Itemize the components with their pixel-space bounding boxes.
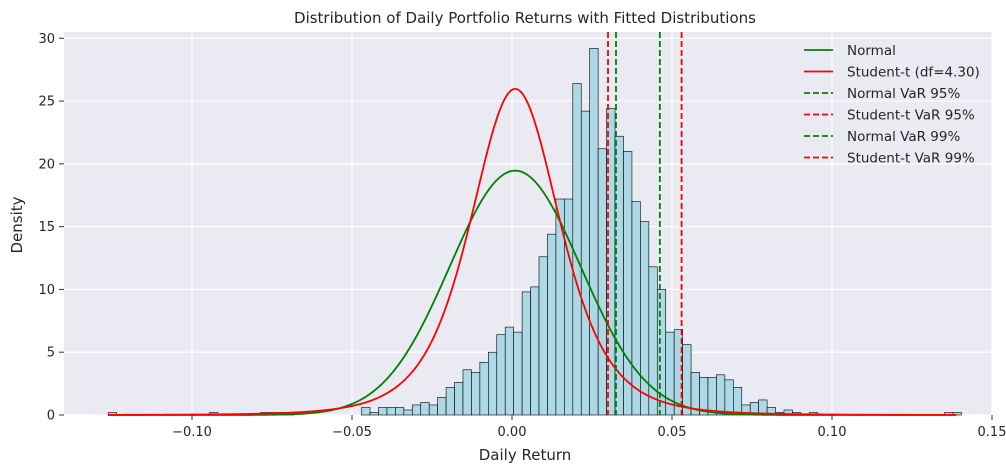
x-tick-label: 0.15 [978, 425, 1006, 440]
histogram-bar [572, 83, 582, 416]
y-tick-label: 25 [38, 95, 55, 110]
y-axis-title: Density [8, 196, 26, 253]
histogram-bar [437, 397, 447, 416]
histogram-bar [378, 407, 388, 416]
y-tick-label: 0 [47, 409, 55, 424]
histogram-bar [445, 387, 455, 416]
x-tick-label: −0.05 [332, 425, 372, 440]
histogram-bar [589, 48, 599, 416]
histogram-bar [707, 377, 717, 416]
legend-label: Normal VaR 99% [847, 129, 960, 145]
histogram-bar [395, 407, 405, 416]
legend: Normal Student-t (df=4.30) Normal VaR 95% S… [804, 43, 980, 167]
x-axis-ticks: −0.10 −0.05 0.00 0.05 0.10 0.15 [172, 415, 1006, 440]
histogram-bar [428, 404, 438, 416]
fitted-curves [108, 87, 957, 416]
histogram-bar [411, 404, 422, 416]
y-tick-label: 30 [38, 32, 55, 47]
histogram-bar [580, 110, 590, 416]
histogram-bar [479, 361, 489, 416]
legend-label: Normal VaR 95% [847, 86, 960, 102]
histogram-bar [462, 369, 472, 416]
histogram-bar [538, 256, 548, 416]
y-axis-ticks: 0 5 10 15 20 25 30 [38, 32, 64, 424]
histogram-bar [521, 291, 531, 416]
histogram-bar [952, 412, 962, 416]
legend-label: Normal [847, 43, 896, 59]
x-axis-title: Daily Return [479, 446, 572, 464]
legend-label: Student-t VaR 99% [847, 151, 975, 167]
histogram-bar [648, 266, 658, 416]
histogram-bar [631, 201, 641, 416]
histogram-bar [420, 402, 430, 416]
histogram-bar [471, 372, 481, 416]
legend-label: Student-t VaR 95% [847, 108, 975, 124]
histogram-bar [640, 221, 650, 416]
histogram-bar [361, 407, 371, 416]
histogram-bar [724, 379, 734, 416]
student-t-pdf-curve [108, 87, 957, 416]
histogram-bar [547, 233, 557, 416]
x-tick-label: 0.00 [498, 425, 527, 440]
histogram-bar [369, 412, 379, 416]
y-tick-label: 10 [38, 283, 55, 298]
legend-label: Student-t (df=4.30) [847, 65, 980, 81]
var-lines [607, 32, 683, 415]
y-tick-label: 5 [47, 346, 55, 361]
x-tick-label: 0.10 [818, 425, 847, 440]
y-tick-label: 20 [38, 157, 55, 172]
histogram-bar [454, 382, 464, 416]
histogram-bar [504, 326, 514, 416]
x-tick-label: −0.10 [172, 425, 212, 440]
chart-title: Distribution of Daily Portfolio Returns … [294, 9, 756, 27]
histogram-bar [733, 387, 743, 416]
histogram-bar [716, 374, 726, 416]
x-tick-label: 0.05 [658, 425, 687, 440]
histogram-bar [530, 286, 540, 416]
histogram-bar [496, 334, 506, 416]
histogram-bar [488, 351, 498, 416]
histogram-bar [682, 344, 692, 416]
histogram-bar [513, 331, 523, 416]
histogram-bar [597, 148, 607, 416]
histogram-bar [386, 407, 396, 416]
y-tick-label: 15 [38, 220, 55, 235]
histogram-bar [403, 409, 413, 416]
histogram-bar [623, 150, 633, 416]
